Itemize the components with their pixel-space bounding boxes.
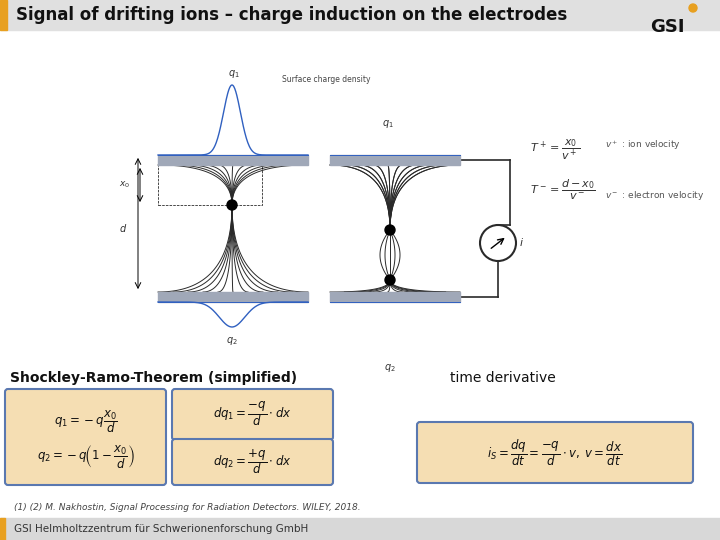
Text: $q_1$: $q_1$ [228,68,240,80]
Text: $dq_1 = \dfrac{-q}{d} \cdot dx$: $dq_1 = \dfrac{-q}{d} \cdot dx$ [213,401,292,428]
Circle shape [689,4,697,12]
Text: $q_2$: $q_2$ [384,362,396,374]
Bar [158,292,308,302]
FancyBboxPatch shape [417,422,693,483]
Text: $dq_2 = \dfrac{+q}{d} \cdot dx$: $dq_2 = \dfrac{+q}{d} \cdot dx$ [213,448,292,476]
Text: $q_2$: $q_2$ [226,335,238,347]
Text: $x_0$: $x_0$ [119,180,130,190]
Text: $i_S = \dfrac{dq}{dt} = \dfrac{-q}{d} \cdot v,\; v = \dfrac{dx}{dt}$: $i_S = \dfrac{dq}{dt} = \dfrac{-q}{d} \c… [487,437,623,468]
Bar [0,518,720,540]
Bar [330,155,460,165]
Circle shape [385,275,395,285]
Circle shape [385,225,395,235]
Bar [158,155,308,165]
Text: $T^+ = \dfrac{x_0}{v^+}$: $T^+ = \dfrac{x_0}{v^+}$ [530,138,580,162]
Text: Signal of drifting ions – charge induction on the electrodes: Signal of drifting ions – charge inducti… [16,6,567,24]
Bar [0,0,7,30]
Text: $q_1$: $q_1$ [382,118,394,130]
Bar [0,0,720,30]
Text: time derivative: time derivative [450,371,556,385]
Circle shape [227,200,237,210]
Text: $q_1 = -q\dfrac{x_0}{d}$: $q_1 = -q\dfrac{x_0}{d}$ [53,408,117,435]
FancyBboxPatch shape [172,439,333,485]
Text: Surface charge density: Surface charge density [282,76,371,84]
Circle shape [480,225,516,261]
Text: $T^- = \dfrac{d - x_0}{v^-}$: $T^- = \dfrac{d - x_0}{v^-}$ [530,178,595,202]
Text: $d$: $d$ [119,222,127,234]
Text: GSI Helmholtzzentrum für Schwerionenforschung GmbH: GSI Helmholtzzentrum für Schwerionenfors… [14,524,308,534]
Text: $v^+$ : ion velocity: $v^+$ : ion velocity [605,138,681,152]
Text: GSI: GSI [650,18,685,36]
Text: i: i [520,238,523,248]
Bar [330,292,460,302]
Text: $q_2 = -q\!\left(1 - \dfrac{x_0}{d}\right)$: $q_2 = -q\!\left(1 - \dfrac{x_0}{d}\righ… [37,443,135,470]
Bar [0,518,5,540]
FancyBboxPatch shape [172,389,333,440]
Text: (1) (2) M. Nakhostin, Signal Processing for Radiation Detectors. WILEY, 2018.: (1) (2) M. Nakhostin, Signal Processing … [14,503,361,512]
FancyBboxPatch shape [5,389,166,485]
Text: $v^-$ : electron velocity: $v^-$ : electron velocity [605,188,704,201]
Text: Shockley-Ramo-Theorem (simplified): Shockley-Ramo-Theorem (simplified) [10,371,297,385]
Bar [158,165,262,205]
